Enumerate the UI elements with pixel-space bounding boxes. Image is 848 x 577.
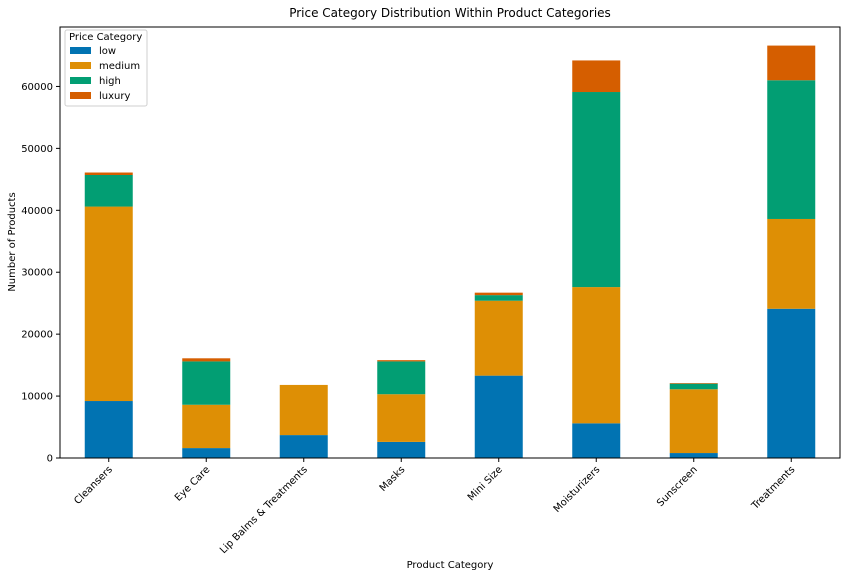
y-axis: 0 10000 20000 30000 40000 50000 60000 xyxy=(21,82,60,465)
bars-layer xyxy=(84,45,816,458)
y-axis-label: Number of Products xyxy=(7,192,18,291)
legend-swatch xyxy=(70,47,91,54)
bar-segment xyxy=(474,375,523,458)
bar-segment xyxy=(377,441,426,458)
x-tick-label: Moisturizers xyxy=(552,464,603,515)
bar-segment xyxy=(767,80,816,219)
legend-swatch xyxy=(70,77,91,84)
legend-label: low xyxy=(99,46,116,57)
bar-segment xyxy=(572,60,621,93)
legend-label: medium xyxy=(99,61,140,72)
legend-title: Price Category xyxy=(69,32,142,43)
plot-frame xyxy=(59,26,841,459)
chart-title: Price Category Distribution Within Produ… xyxy=(289,6,611,20)
legend-swatch xyxy=(70,92,91,99)
x-tick-label: Treatments xyxy=(749,464,797,512)
bar-segment xyxy=(669,383,718,384)
bar-segment xyxy=(572,92,621,288)
bar-segment xyxy=(377,394,426,442)
bar-segment xyxy=(182,404,231,449)
y-tick-label: 40000 xyxy=(21,206,53,217)
x-tick-label: Masks xyxy=(378,464,408,494)
bar-segment xyxy=(669,389,718,454)
legend: Price Category low medium high luxury xyxy=(64,29,148,107)
bar-segment xyxy=(474,295,523,301)
y-tick-label: 10000 xyxy=(21,392,53,403)
bar-segment xyxy=(279,435,328,458)
bar-segment xyxy=(572,423,621,458)
x-tick-label: Eye Care xyxy=(173,464,212,503)
bar-segment xyxy=(572,287,621,424)
bar-segment xyxy=(474,292,523,296)
bar-segment xyxy=(767,45,816,81)
y-tick-label: 20000 xyxy=(21,330,53,341)
y-tick-label: 50000 xyxy=(21,144,53,155)
x-axis-label: Product Category xyxy=(407,560,494,571)
bar-segment xyxy=(84,172,133,175)
x-tick-label: Sunscreen xyxy=(655,464,700,509)
bar-segment xyxy=(377,360,426,362)
bar-segment xyxy=(669,383,718,390)
bar-segment xyxy=(84,401,133,458)
y-tick-label: 60000 xyxy=(21,82,53,93)
bar-segment xyxy=(84,175,133,207)
legend-items: low medium high luxury xyxy=(70,46,140,102)
bar-segment xyxy=(474,300,523,376)
y-tick-label: 0 xyxy=(47,454,53,465)
bar-segment xyxy=(377,361,426,395)
x-tick-label: Lip Balms & Treatments xyxy=(218,464,310,556)
bar-segment xyxy=(669,453,718,458)
y-tick-label: 30000 xyxy=(21,268,53,279)
bar-segment xyxy=(767,308,816,458)
bar-segment xyxy=(182,358,231,362)
x-axis: Cleansers Eye Care Lip Balms & Treatments M… xyxy=(72,458,797,556)
x-tick-label: Cleansers xyxy=(72,464,114,506)
legend-label: luxury xyxy=(99,91,130,102)
bar-segment xyxy=(84,206,133,402)
legend-label: high xyxy=(99,76,121,87)
bar-segment xyxy=(182,448,231,458)
bar-segment xyxy=(279,384,328,436)
bar-segment xyxy=(182,361,231,405)
legend-swatch xyxy=(70,62,91,69)
bar-segment xyxy=(767,218,816,309)
x-tick-label: Mini Size xyxy=(466,464,505,503)
